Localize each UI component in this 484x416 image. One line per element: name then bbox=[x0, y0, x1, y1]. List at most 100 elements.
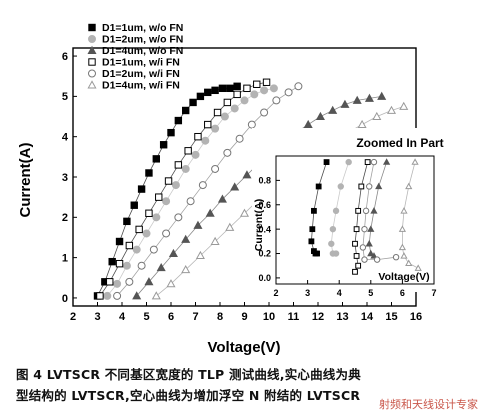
data-point bbox=[272, 96, 281, 105]
x-tick-label: 6 bbox=[400, 288, 405, 298]
data-point bbox=[211, 124, 220, 133]
data-point bbox=[211, 86, 219, 95]
data-point bbox=[125, 277, 134, 286]
data-point bbox=[211, 164, 220, 173]
data-point bbox=[373, 256, 381, 263]
data-point bbox=[315, 183, 322, 190]
x-tick-label: 13 bbox=[336, 311, 348, 323]
data-point bbox=[353, 226, 360, 233]
data-point bbox=[309, 226, 316, 233]
data-point bbox=[135, 225, 143, 234]
data-point bbox=[269, 84, 278, 93]
data-point bbox=[365, 239, 373, 247]
data-point bbox=[191, 150, 200, 159]
inset-plot-frame bbox=[275, 155, 435, 285]
inset-background bbox=[252, 128, 448, 292]
data-point bbox=[106, 278, 114, 286]
data-point bbox=[314, 250, 320, 257]
legend-entry-label: D1=2um, w/i FN bbox=[102, 68, 180, 80]
caption-line-2: 型结构的 LVTSCR,空心曲线为增加浮空 N 附结的 LVTSCR bbox=[16, 388, 361, 403]
x-tick-label: 2 bbox=[273, 288, 278, 298]
data-point bbox=[262, 78, 271, 86]
legend-marker bbox=[88, 58, 96, 66]
data-point bbox=[303, 119, 313, 129]
data-point bbox=[137, 185, 146, 193]
legend-marker bbox=[87, 80, 97, 89]
data-point bbox=[370, 207, 378, 214]
data-point bbox=[353, 253, 360, 259]
data-point bbox=[162, 197, 171, 206]
data-point bbox=[250, 90, 259, 99]
data-point bbox=[145, 209, 153, 217]
data-point bbox=[164, 177, 173, 185]
data-point bbox=[382, 158, 391, 165]
data-point bbox=[377, 91, 387, 100]
y-tick-label: 0.0 bbox=[258, 273, 271, 283]
data-point bbox=[174, 161, 183, 169]
x-tick-label: 12 bbox=[312, 311, 324, 323]
data-point bbox=[294, 82, 303, 91]
data-point bbox=[355, 207, 362, 214]
data-point bbox=[253, 80, 261, 88]
data-point bbox=[181, 234, 191, 243]
y-tick-label: 0.4 bbox=[258, 224, 271, 234]
data-point bbox=[362, 207, 370, 215]
x-tick-label: 2 bbox=[70, 311, 76, 323]
data-point bbox=[113, 291, 122, 300]
data-point bbox=[398, 225, 407, 232]
x-tick-label: 5 bbox=[368, 288, 373, 298]
data-point bbox=[366, 183, 373, 190]
data-point bbox=[233, 90, 241, 99]
data-point bbox=[323, 159, 330, 165]
data-point bbox=[386, 105, 397, 114]
data-point bbox=[103, 291, 112, 300]
series-0 bbox=[308, 159, 330, 257]
data-point bbox=[162, 229, 171, 238]
series-1 bbox=[328, 158, 352, 257]
series-3 bbox=[96, 78, 271, 300]
data-point bbox=[357, 119, 367, 129]
data-point bbox=[181, 265, 191, 274]
series-4 bbox=[359, 158, 400, 263]
x-tick-label: 3 bbox=[305, 288, 310, 298]
inset-y-axis-label: Current(A) bbox=[253, 199, 265, 252]
data-point bbox=[311, 207, 317, 214]
data-point bbox=[239, 208, 250, 217]
data-point bbox=[137, 261, 146, 270]
y-tick-label: 0 bbox=[62, 293, 68, 305]
x-tick-label: 6 bbox=[168, 311, 174, 323]
y-tick-label: 3 bbox=[62, 172, 68, 184]
data-point bbox=[233, 82, 241, 90]
x-tick-label: 10 bbox=[263, 311, 275, 323]
data-point bbox=[223, 148, 232, 157]
data-point bbox=[352, 268, 358, 275]
data-point bbox=[152, 155, 161, 163]
x-tick-label: 4 bbox=[119, 311, 126, 323]
data-point bbox=[308, 238, 315, 245]
main-y-axis-label: Current(A) bbox=[17, 143, 34, 218]
data-point bbox=[132, 291, 142, 300]
data-point bbox=[226, 84, 234, 93]
data-point bbox=[210, 236, 220, 245]
series-0 bbox=[93, 82, 241, 300]
data-point bbox=[398, 243, 407, 251]
y-tick-label: 0.2 bbox=[258, 249, 271, 259]
series-1 bbox=[103, 84, 278, 300]
series-3 bbox=[352, 159, 371, 275]
data-point bbox=[186, 197, 195, 206]
data-point bbox=[198, 181, 207, 190]
x-tick-label: 9 bbox=[241, 311, 247, 323]
data-point bbox=[332, 207, 340, 215]
data-point bbox=[196, 92, 205, 101]
y-tick-label: 0.6 bbox=[258, 200, 271, 210]
data-point bbox=[364, 159, 371, 165]
data-point bbox=[213, 108, 222, 117]
data-point bbox=[400, 207, 408, 214]
data-point bbox=[220, 112, 229, 121]
data-point bbox=[166, 279, 176, 288]
series-line bbox=[116, 85, 299, 297]
data-point bbox=[367, 225, 375, 232]
